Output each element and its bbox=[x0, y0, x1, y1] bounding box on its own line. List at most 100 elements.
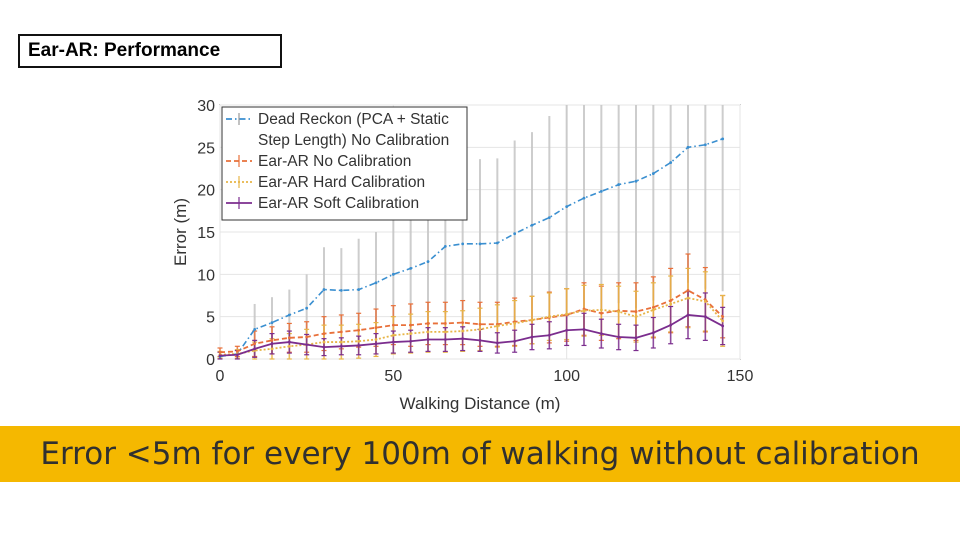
data-point bbox=[287, 344, 291, 348]
data-point bbox=[530, 223, 534, 227]
y-tick-label: 15 bbox=[197, 225, 215, 242]
data-point bbox=[322, 345, 326, 349]
data-point bbox=[443, 244, 447, 248]
data-point bbox=[443, 322, 447, 325]
y-tick-label: 30 bbox=[197, 98, 215, 115]
legend-label: Ear-AR Soft Calibration bbox=[258, 195, 419, 212]
data-point bbox=[530, 335, 534, 339]
data-point bbox=[634, 179, 638, 183]
data-point bbox=[270, 338, 274, 342]
data-point bbox=[634, 315, 638, 319]
data-point bbox=[669, 302, 673, 306]
data-point bbox=[565, 312, 569, 316]
data-point bbox=[669, 299, 673, 302]
data-point bbox=[686, 296, 690, 300]
legend-label: Ear-AR No Calibration bbox=[258, 153, 411, 170]
data-point bbox=[547, 315, 551, 319]
legend-label: Ear-AR Hard Calibration bbox=[258, 174, 425, 191]
data-point bbox=[391, 272, 395, 276]
data-point bbox=[374, 342, 378, 346]
data-point bbox=[443, 338, 447, 341]
data-point bbox=[565, 205, 569, 208]
legend-box bbox=[221, 106, 468, 221]
data-point bbox=[339, 340, 343, 344]
data-point bbox=[547, 216, 551, 220]
data-point bbox=[461, 321, 465, 324]
data-point bbox=[305, 306, 309, 310]
data-point bbox=[478, 338, 482, 342]
data-point bbox=[669, 161, 673, 164]
data-point bbox=[703, 315, 707, 319]
data-point bbox=[426, 260, 430, 264]
data-point bbox=[651, 331, 655, 335]
series-line bbox=[219, 289, 724, 354]
data-point bbox=[391, 333, 395, 337]
data-point bbox=[218, 350, 222, 354]
data-point bbox=[322, 288, 326, 291]
data-point bbox=[721, 315, 725, 319]
data-point bbox=[374, 338, 378, 341]
data-point bbox=[599, 332, 603, 335]
data-point bbox=[235, 353, 239, 357]
data-point bbox=[721, 324, 725, 328]
data-point bbox=[270, 321, 274, 324]
y-tick-label: 10 bbox=[197, 267, 215, 284]
data-point bbox=[253, 347, 257, 351]
x-tick-label: 100 bbox=[553, 368, 580, 385]
data-point bbox=[530, 318, 534, 322]
legend-label: Dead Reckon (PCA + Static bbox=[258, 111, 449, 128]
data-point bbox=[582, 327, 586, 331]
data-point bbox=[374, 326, 378, 330]
data-point bbox=[253, 327, 257, 331]
data-point bbox=[287, 336, 291, 340]
data-point bbox=[461, 337, 465, 341]
data-point bbox=[599, 189, 603, 193]
tick-layer: 0 5 10 15 20 25 30 0 50 100 150 bbox=[197, 98, 753, 385]
data-point bbox=[270, 347, 274, 351]
data-point bbox=[322, 332, 326, 335]
data-point bbox=[686, 313, 690, 317]
data-point bbox=[617, 183, 621, 186]
data-point bbox=[426, 330, 430, 334]
data-point bbox=[235, 349, 239, 353]
x-axis-label: Walking Distance (m) bbox=[400, 394, 561, 413]
data-point bbox=[391, 340, 395, 344]
legend: Dead Reckon (PCA + Static Step Length) No… bbox=[221, 106, 468, 221]
data-point bbox=[357, 288, 361, 291]
data-point bbox=[651, 308, 655, 312]
data-point bbox=[478, 327, 482, 331]
data-point bbox=[409, 339, 413, 343]
data-point bbox=[374, 281, 378, 285]
data-point bbox=[634, 336, 638, 340]
series-layer bbox=[218, 137, 725, 358]
data-point bbox=[426, 338, 430, 341]
data-point bbox=[495, 341, 499, 345]
y-axis-label: Error (m) bbox=[171, 198, 190, 266]
data-point bbox=[495, 324, 499, 328]
data-point bbox=[409, 332, 413, 335]
data-point bbox=[339, 330, 343, 334]
data-point bbox=[513, 322, 517, 325]
takeaway-banner: Error <5m for every 100m of walking with… bbox=[0, 426, 960, 482]
data-point bbox=[270, 342, 274, 346]
data-point bbox=[478, 322, 482, 326]
data-point bbox=[565, 328, 569, 332]
data-point bbox=[305, 343, 309, 347]
data-point bbox=[339, 289, 343, 292]
data-point bbox=[547, 333, 551, 337]
data-point bbox=[322, 340, 326, 344]
x-tick-label: 150 bbox=[727, 368, 754, 385]
data-point bbox=[634, 310, 638, 313]
data-point bbox=[461, 329, 465, 333]
data-point bbox=[357, 339, 361, 343]
data-point bbox=[495, 241, 499, 245]
data-point bbox=[721, 137, 725, 141]
data-point bbox=[339, 344, 343, 348]
data-point bbox=[287, 313, 291, 317]
data-point bbox=[686, 145, 690, 149]
y-tick-label: 5 bbox=[206, 310, 215, 327]
data-point bbox=[703, 143, 707, 147]
series-line bbox=[219, 138, 723, 358]
series-line bbox=[219, 314, 724, 357]
data-point bbox=[582, 309, 586, 313]
